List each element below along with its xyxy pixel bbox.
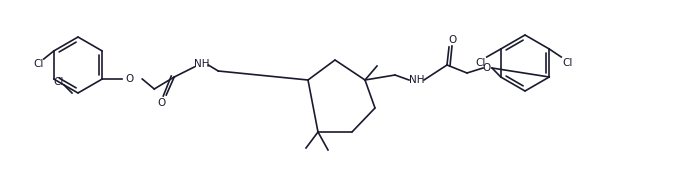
Text: O: O — [157, 98, 166, 108]
Text: Cl: Cl — [475, 58, 486, 68]
Text: O: O — [125, 74, 133, 84]
Text: Cl: Cl — [54, 77, 65, 87]
Text: NH: NH — [409, 75, 425, 85]
Text: O: O — [449, 35, 457, 45]
Text: O: O — [483, 63, 491, 73]
Text: NH: NH — [194, 59, 210, 69]
Text: Cl: Cl — [562, 58, 572, 68]
Text: Cl: Cl — [33, 59, 44, 69]
